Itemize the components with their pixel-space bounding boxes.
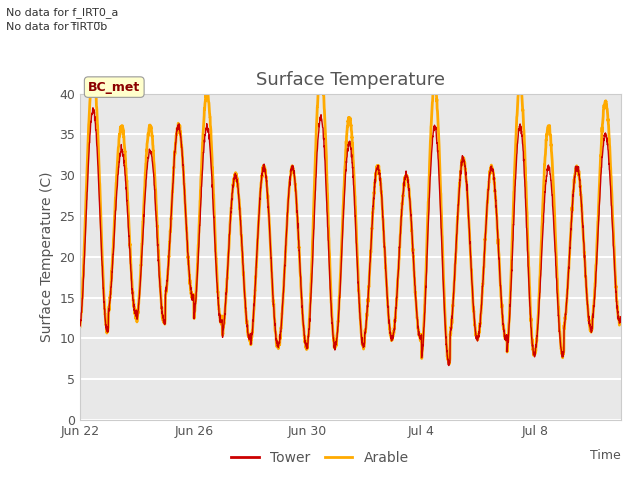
- Title: Surface Temperature: Surface Temperature: [256, 71, 445, 89]
- Text: Time: Time: [590, 449, 621, 462]
- Text: No data for f_IRT0_a: No data for f_IRT0_a: [6, 7, 119, 18]
- Text: No data for f̅IRT0̅b: No data for f̅IRT0̅b: [6, 22, 108, 32]
- Text: BC_met: BC_met: [88, 81, 140, 94]
- Legend: Tower, Arable: Tower, Arable: [226, 445, 414, 471]
- Y-axis label: Surface Temperature (C): Surface Temperature (C): [40, 171, 54, 342]
